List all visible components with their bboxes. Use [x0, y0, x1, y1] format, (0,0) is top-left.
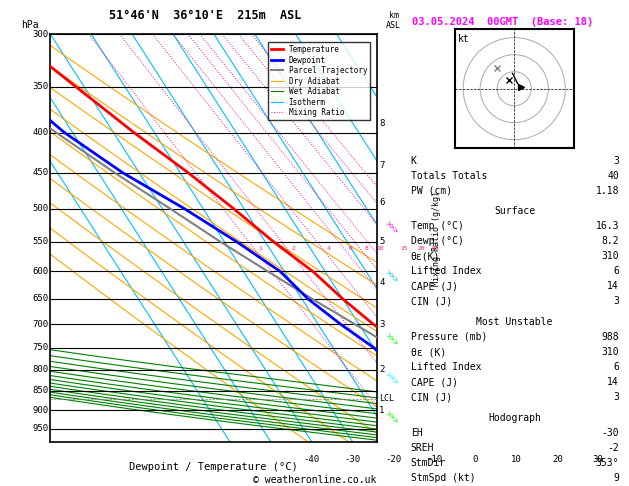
Text: Surface: Surface	[494, 206, 535, 216]
Text: 2: 2	[292, 246, 295, 251]
Text: 1: 1	[379, 406, 384, 415]
Text: 3: 3	[379, 320, 384, 329]
Text: 400: 400	[33, 128, 48, 137]
Text: 1: 1	[259, 246, 262, 251]
Text: 950: 950	[33, 424, 48, 434]
Text: Temp (°C): Temp (°C)	[411, 221, 464, 231]
Text: StmDir: StmDir	[411, 458, 446, 468]
Text: >>>: >>>	[382, 269, 399, 285]
Text: PW (cm): PW (cm)	[411, 186, 452, 196]
Text: 700: 700	[33, 320, 48, 329]
Text: Lifted Index: Lifted Index	[411, 266, 481, 277]
Text: -10: -10	[426, 454, 443, 464]
Text: K: K	[411, 156, 416, 166]
Text: 310: 310	[601, 347, 619, 357]
Text: hPa: hPa	[21, 20, 38, 30]
Text: 25: 25	[431, 246, 439, 251]
Text: 4: 4	[327, 246, 331, 251]
Text: 16.3: 16.3	[596, 221, 619, 231]
Text: km
ASL: km ASL	[386, 11, 401, 30]
Text: EH: EH	[411, 428, 423, 438]
Text: 0: 0	[473, 454, 478, 464]
Text: 40: 40	[607, 171, 619, 181]
Text: 2: 2	[379, 365, 384, 375]
Text: 450: 450	[33, 168, 48, 177]
Text: Pressure (mb): Pressure (mb)	[411, 332, 487, 342]
Text: θε (K): θε (K)	[411, 347, 446, 357]
Text: CAPE (J): CAPE (J)	[411, 281, 458, 292]
Text: 3: 3	[613, 392, 619, 402]
Text: 51°46'N  36°10'E  215m  ASL: 51°46'N 36°10'E 215m ASL	[109, 9, 301, 22]
Text: 6: 6	[613, 266, 619, 277]
Text: 600: 600	[33, 267, 48, 276]
Text: θε(K): θε(K)	[411, 251, 440, 261]
Text: Most Unstable: Most Unstable	[476, 317, 553, 327]
Text: 500: 500	[33, 205, 48, 213]
Text: CAPE (J): CAPE (J)	[411, 377, 458, 387]
Text: CIN (J): CIN (J)	[411, 296, 452, 307]
Text: StmSpd (kt): StmSpd (kt)	[411, 473, 476, 483]
Text: 10: 10	[511, 454, 522, 464]
Text: 3: 3	[613, 296, 619, 307]
Text: Hodograph: Hodograph	[488, 413, 541, 423]
Text: 850: 850	[33, 386, 48, 395]
Text: 3: 3	[613, 156, 619, 166]
Text: 6: 6	[613, 362, 619, 372]
Legend: Temperature, Dewpoint, Parcel Trajectory, Dry Adiabat, Wet Adiabat, Isotherm, Mi: Temperature, Dewpoint, Parcel Trajectory…	[268, 42, 370, 120]
Text: Lifted Index: Lifted Index	[411, 362, 481, 372]
Text: SREH: SREH	[411, 443, 434, 453]
Text: 988: 988	[601, 332, 619, 342]
Text: 900: 900	[33, 406, 48, 415]
Text: Mixing Ratio (g/kg): Mixing Ratio (g/kg)	[431, 191, 441, 286]
Text: © weatheronline.co.uk: © weatheronline.co.uk	[253, 475, 376, 485]
Text: -2: -2	[607, 443, 619, 453]
Text: >>>: >>>	[382, 220, 399, 237]
Text: -30: -30	[345, 454, 361, 464]
Text: 350: 350	[33, 82, 48, 91]
Text: 750: 750	[33, 344, 48, 352]
Text: 800: 800	[33, 365, 48, 375]
X-axis label: Dewpoint / Temperature (°C): Dewpoint / Temperature (°C)	[130, 462, 298, 472]
Text: 9: 9	[613, 473, 619, 483]
Text: 310: 310	[601, 251, 619, 261]
Text: 4: 4	[379, 278, 384, 287]
Text: 6: 6	[379, 198, 384, 207]
Text: 30: 30	[593, 454, 604, 464]
Text: 20: 20	[552, 454, 563, 464]
Text: 353°: 353°	[596, 458, 619, 468]
Text: Dewp (°C): Dewp (°C)	[411, 236, 464, 246]
Text: 650: 650	[33, 295, 48, 303]
Text: 15: 15	[400, 246, 408, 251]
Text: -20: -20	[386, 454, 402, 464]
Text: 20: 20	[418, 246, 425, 251]
Text: 5: 5	[379, 237, 384, 246]
Text: -30: -30	[601, 428, 619, 438]
Text: LCL: LCL	[379, 394, 394, 403]
Text: 14: 14	[607, 281, 619, 292]
Text: 6: 6	[349, 246, 353, 251]
Text: >>>: >>>	[382, 410, 399, 426]
Text: 7: 7	[379, 161, 384, 170]
Text: 03.05.2024  00GMT  (Base: 18): 03.05.2024 00GMT (Base: 18)	[412, 17, 593, 27]
Text: -40: -40	[304, 454, 320, 464]
Text: Totals Totals: Totals Totals	[411, 171, 487, 181]
Text: kt: kt	[459, 34, 470, 44]
Text: >>>: >>>	[382, 371, 399, 387]
Text: 14: 14	[607, 377, 619, 387]
Text: 8.2: 8.2	[601, 236, 619, 246]
Text: CIN (J): CIN (J)	[411, 392, 452, 402]
Text: 8: 8	[379, 120, 384, 128]
Text: 550: 550	[33, 237, 48, 246]
Text: 10: 10	[376, 246, 383, 251]
Text: >>>: >>>	[382, 332, 399, 348]
Text: 8: 8	[365, 246, 369, 251]
Text: 300: 300	[33, 30, 48, 38]
Text: 1.18: 1.18	[596, 186, 619, 196]
